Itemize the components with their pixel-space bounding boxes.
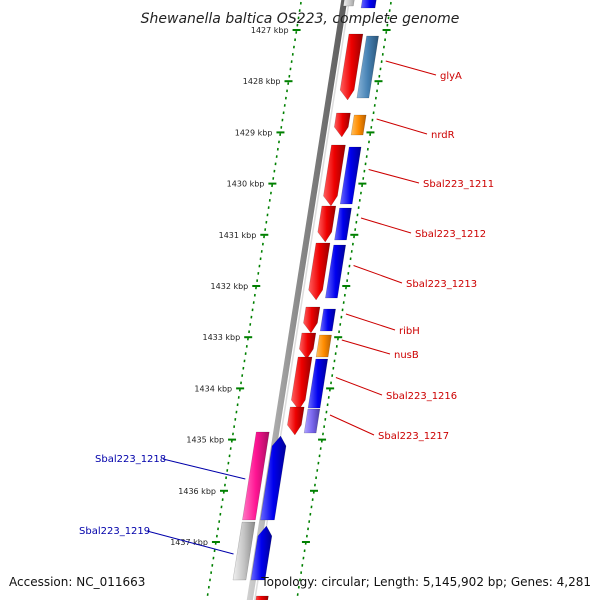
gene-label-leader — [345, 313, 396, 331]
label-layer: glyA nrdR Sbal223_1211 Sbal223_1212 Sbal223_… — [79, 60, 494, 555]
gene-label-leader — [146, 530, 234, 555]
gene-cds-block — [356, 35, 379, 99]
gene-cds-block — [350, 114, 367, 136]
gene-label[interactable]: Sbal223_1216 — [386, 391, 457, 402]
gene-cds-block — [343, 0, 355, 7]
kbp-tick-label: 1428 kbp — [243, 77, 281, 86]
gene-arrow-red — [303, 306, 321, 334]
gene-label-leader — [162, 458, 246, 480]
gene-cds-block — [315, 334, 332, 358]
gene-label-leader — [341, 339, 391, 355]
topology-text: Topology: circular; Length: 5,145,902 bp… — [260, 575, 591, 589]
gene-arrow-red — [317, 205, 337, 243]
kbp-tick-label: 1430 kbp — [227, 180, 265, 189]
kbp-tick-label: 1436 kbp — [178, 487, 216, 496]
gene-label[interactable]: Sbal223_1213 — [406, 279, 477, 290]
gene-cds-block — [303, 408, 321, 434]
gene-label[interactable]: nrdR — [431, 130, 455, 141]
gene-cds-block — [325, 244, 347, 299]
gene-label-leader — [368, 169, 420, 184]
kbp-tick-label: 1433 kbp — [202, 333, 240, 342]
tick-layer: 1427 kbp 1428 kbp 1429 kbp 1430 kbp 1431 kbp… — [170, 1, 392, 596]
kbp-tick-label: 1434 kbp — [194, 384, 232, 393]
gene-cds-block — [232, 521, 256, 581]
map-title: Shewanella baltica OS223, complete genom… — [141, 11, 460, 27]
gene-cds-block — [319, 308, 336, 332]
gene-arrow-red — [339, 33, 364, 101]
gene-label[interactable]: Sbal223_1217 — [378, 431, 449, 442]
gene-arrow-red — [291, 356, 313, 411]
kbp-tick-label: 1431 kbp — [219, 231, 257, 240]
gene-arrow-red — [334, 112, 351, 138]
gene-arrow-blue — [250, 525, 273, 581]
gene-label[interactable]: ribH — [399, 326, 420, 337]
gene-arrow-red — [323, 144, 346, 207]
gene-label-leader — [376, 118, 428, 135]
gene-label-leader — [335, 377, 383, 396]
gene-layer — [232, 0, 379, 600]
gene-label-leader — [353, 265, 403, 284]
gene-label[interactable]: nusB — [394, 350, 419, 361]
kbp-tick-label: 1429 kbp — [235, 128, 273, 137]
gene-label[interactable]: Sbal223_1211 — [423, 179, 494, 190]
kbp-tick-label: 1435 kbp — [186, 436, 224, 445]
gene-label[interactable]: Sbal223_1219 — [79, 526, 150, 537]
gene-label[interactable]: Sbal223_1212 — [415, 229, 486, 240]
gene-arrow-red — [299, 332, 317, 360]
accession-text: Accession: NC_011663 — [9, 575, 145, 589]
gene-label-leader — [385, 60, 437, 76]
gene-label-leader — [360, 217, 412, 234]
gene-arrow-blue — [260, 435, 287, 521]
gene-arrow-red — [287, 406, 305, 436]
gene-cds-block — [307, 358, 329, 409]
gene-arrow-red — [308, 242, 331, 301]
gene-cds-block — [242, 431, 270, 521]
gene-cds-block — [339, 146, 362, 205]
gene-cds-block — [334, 207, 352, 241]
gene-label[interactable]: Sbal223_1218 — [95, 454, 166, 465]
gene-label-leader — [329, 414, 375, 436]
kbp-tick-label: 1427 kbp — [251, 26, 289, 35]
kbp-tick-label: 1432 kbp — [211, 282, 249, 291]
gene-arrow-red — [255, 595, 269, 600]
gene-cds-block — [360, 0, 377, 9]
gene-label[interactable]: glyA — [440, 71, 462, 82]
